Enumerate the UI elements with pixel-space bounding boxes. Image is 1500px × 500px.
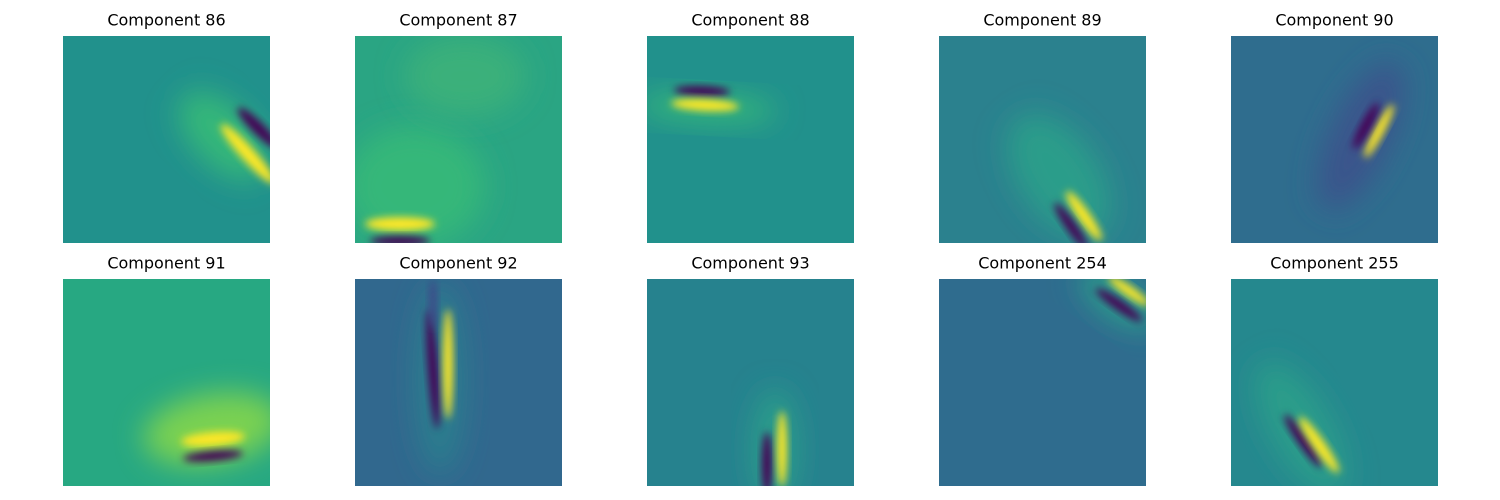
image-feature [1364,104,1394,158]
image-clip [647,36,854,243]
image-feature [443,309,453,419]
image-feature [415,284,465,474]
image-clip [63,279,270,486]
image-feature [426,309,440,429]
image-feature [762,432,772,486]
image-feature [1108,279,1146,306]
image-feature [1298,416,1340,474]
component-image [939,279,1146,486]
panel-title: Component 87 [399,11,517,30]
panel-title: Component 90 [1275,11,1393,30]
image-feature [674,85,730,97]
image-background [647,279,854,486]
component-image [355,36,562,243]
image-feature [1095,288,1143,322]
image-feature [405,36,525,116]
image-feature [355,126,485,243]
component-image [63,36,270,243]
image-feature [1007,114,1111,238]
image-clip [355,279,562,486]
image-feature [143,392,270,466]
image-feature [671,98,739,112]
panel-title: Component 92 [399,254,517,273]
component-image [1231,36,1438,243]
image-clip [63,36,270,243]
panel-title: Component 254 [978,254,1107,273]
image-clip [939,279,1146,486]
component-image [1231,279,1438,486]
image-feature [1066,191,1102,241]
image-clip [939,36,1146,243]
panel-title: Component 255 [1270,254,1399,273]
image-feature [1284,414,1322,468]
image-clip [1231,36,1438,243]
image-clip [355,36,562,243]
image-background [647,36,854,243]
component-image [355,279,562,486]
image-feature [220,123,270,185]
component-image [647,279,854,486]
image-feature [370,236,430,243]
image-feature [777,411,787,486]
image-feature [1255,362,1347,486]
panel-title: Component 89 [983,11,1101,30]
panel-title: Component 93 [691,254,809,273]
image-feature [183,450,243,462]
image-clip [1231,279,1438,486]
image-feature [181,431,245,447]
image-feature [1054,202,1088,243]
image-feature [1353,102,1379,150]
image-feature [429,279,437,329]
image-feature [237,107,270,149]
image-feature [365,217,435,231]
panel-title: Component 91 [107,254,225,273]
component-image [939,36,1146,243]
image-clip [647,279,854,486]
component-image [63,279,270,486]
panel-title: Component 88 [691,11,809,30]
panel-title: Component 86 [107,11,225,30]
component-image [647,36,854,243]
